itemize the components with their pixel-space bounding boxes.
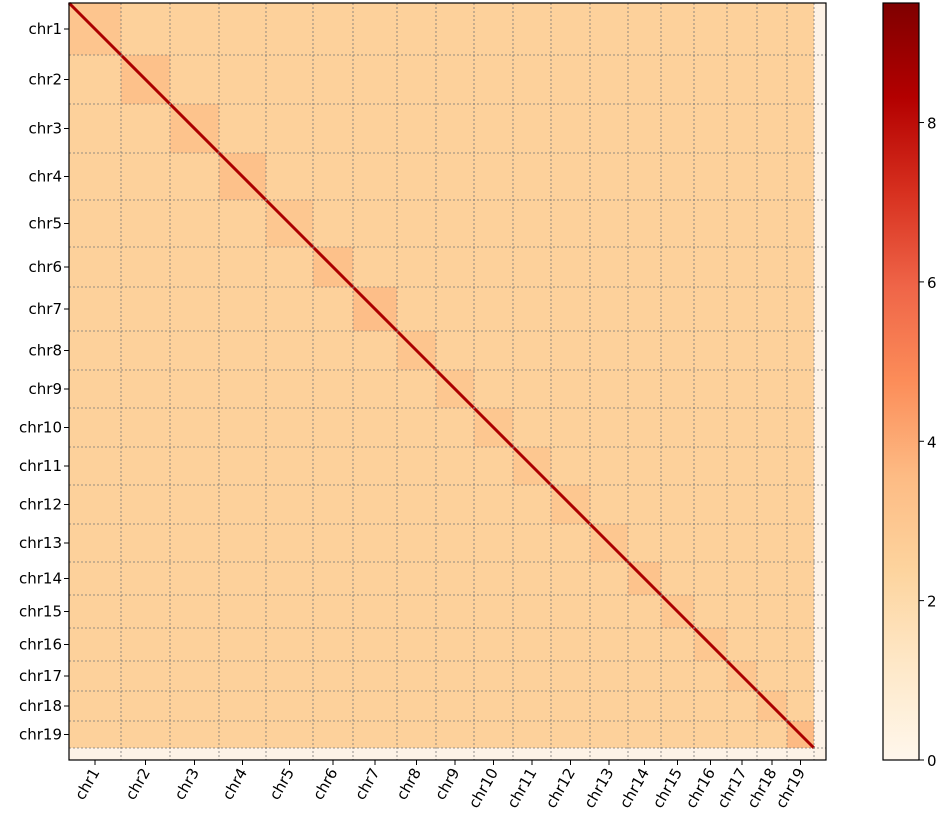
x-tick-label: chr19 (772, 765, 809, 811)
y-tick-label: chr8 (29, 342, 62, 360)
y-tick-label: chr6 (29, 258, 62, 276)
x-tick-label: chr13 (580, 765, 617, 811)
diagonal (119, 53, 172, 106)
diagonal (626, 560, 663, 597)
y-tick-label: chr16 (19, 636, 62, 654)
y-tick-label: chr14 (19, 570, 62, 588)
x-tick-label: chr6 (309, 765, 341, 803)
x-tick-label: chr17 (713, 765, 750, 811)
y-tick-label: chr3 (29, 120, 62, 138)
x-tick-label: chr4 (219, 765, 251, 803)
x-tick-label: chr9 (431, 765, 463, 803)
diagonal (351, 285, 399, 333)
y-tick-label: chr7 (29, 300, 62, 318)
diagonal (588, 522, 630, 564)
diagonal (67, 1, 123, 57)
diagonal (311, 245, 355, 289)
y-tick-label: chr18 (19, 697, 62, 715)
colorbar-tick-label: 8 (927, 115, 937, 133)
x-tick-label: chr3 (171, 765, 203, 803)
diagonal (264, 198, 315, 249)
y-tick-label: chr1 (29, 20, 62, 38)
x-tick-label: chr8 (393, 765, 425, 803)
y-tick-label: chr4 (29, 168, 62, 186)
x-tick-label: chr14 (616, 765, 653, 811)
plot-frame (68, 2, 827, 761)
diagonal (395, 329, 438, 372)
x-tick-label: chr1 (71, 765, 103, 803)
y-tick-label: chr19 (19, 726, 62, 744)
diagonal (472, 406, 515, 449)
colorbar-tick-label: 2 (927, 593, 937, 611)
diagonal (168, 102, 221, 155)
diagonal (549, 483, 592, 526)
diagonal (511, 445, 553, 487)
y-tick-label: chr13 (19, 534, 62, 552)
x-tick-label: chr16 (682, 765, 719, 811)
x-tick-label: chr5 (266, 765, 298, 803)
y-tick-label: chr11 (19, 457, 62, 475)
y-tick-label: chr10 (19, 419, 62, 437)
colorbar-tick-label: 4 (927, 433, 937, 451)
y-tick-label: chr2 (29, 71, 62, 89)
diagonal (725, 659, 759, 693)
diagonal (217, 151, 268, 202)
colorbar-tick-label: 0 (927, 752, 937, 770)
y-tick-label: chr17 (19, 667, 62, 685)
y-tick-label: chr15 (19, 603, 62, 621)
x-tick-label: chr15 (649, 765, 686, 811)
x-tick-label: chr11 (503, 765, 540, 811)
diagonal (659, 593, 696, 630)
diagonal (755, 689, 789, 723)
diagonal (785, 719, 816, 750)
colorbar-tick-label: 6 (927, 274, 937, 292)
y-tick-label: chr5 (29, 215, 62, 233)
y-tick-label: chr9 (29, 380, 62, 398)
diagonal (434, 368, 476, 410)
y-tick-label: chr12 (19, 496, 62, 514)
x-tick-label: chr7 (351, 765, 383, 803)
x-tick-label: chr2 (122, 765, 154, 803)
colorbar (882, 2, 920, 761)
x-tick-label: chr10 (465, 765, 502, 811)
diagonal (692, 626, 729, 663)
x-tick-label: chr12 (542, 765, 579, 811)
